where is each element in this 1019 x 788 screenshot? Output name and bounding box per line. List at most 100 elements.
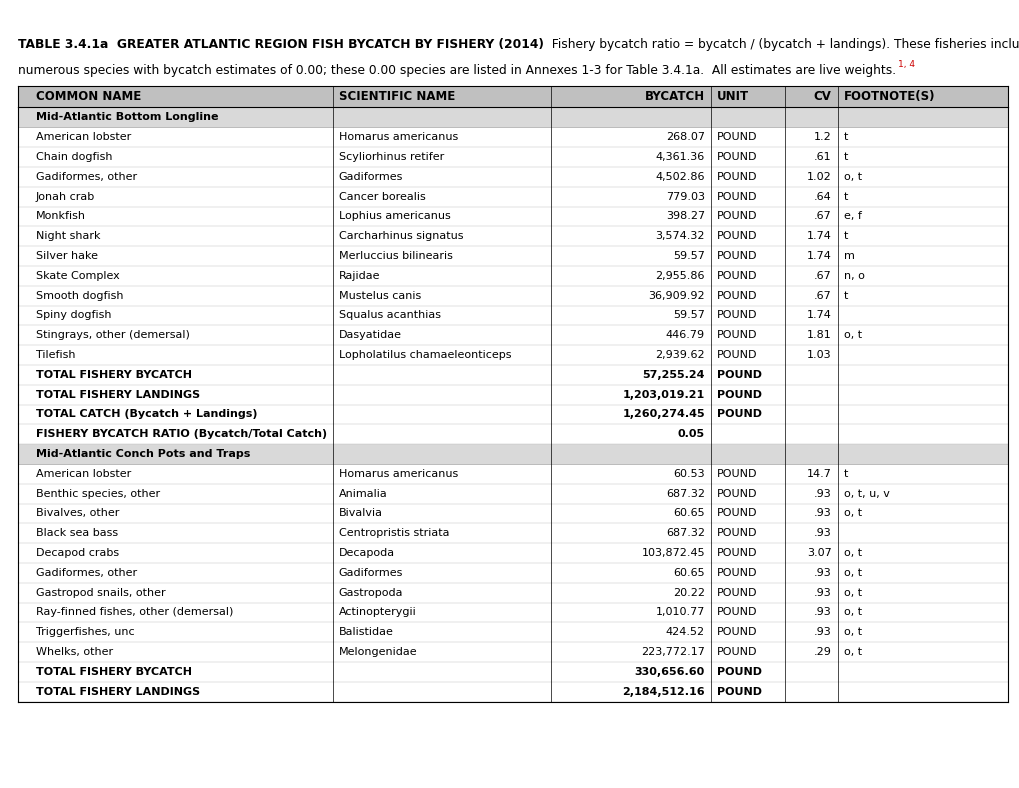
Text: Homarus americanus: Homarus americanus <box>338 469 458 479</box>
Text: Scyliorhinus retifer: Scyliorhinus retifer <box>338 152 443 162</box>
Text: 1.81: 1.81 <box>806 330 830 340</box>
Text: Whelks, other: Whelks, other <box>36 647 113 657</box>
Text: POUND: POUND <box>716 686 761 697</box>
Text: 446.79: 446.79 <box>665 330 704 340</box>
Text: 0.05: 0.05 <box>678 429 704 439</box>
Bar <box>18 345 1007 365</box>
Bar <box>18 147 1007 167</box>
Text: 20.22: 20.22 <box>673 588 704 597</box>
Text: 687.32: 687.32 <box>665 489 704 499</box>
Text: n, o: n, o <box>843 271 864 281</box>
Bar <box>18 246 1007 266</box>
Text: .93: .93 <box>813 588 830 597</box>
Text: 57,255.24: 57,255.24 <box>642 370 704 380</box>
Text: Mustelus canis: Mustelus canis <box>338 291 421 300</box>
Text: Squalus acanthias: Squalus acanthias <box>338 310 440 321</box>
Text: Dasyatidae: Dasyatidae <box>338 330 401 340</box>
Text: POUND: POUND <box>716 410 761 419</box>
Text: Silver hake: Silver hake <box>36 251 98 261</box>
Text: Stingrays, other (demersal): Stingrays, other (demersal) <box>36 330 190 340</box>
Text: 687.32: 687.32 <box>665 528 704 538</box>
Text: Monkfish: Monkfish <box>36 211 86 221</box>
Text: POUND: POUND <box>716 389 761 400</box>
Text: .93: .93 <box>813 608 830 618</box>
Bar <box>18 206 1007 226</box>
Text: FOOTNOTE(S): FOOTNOTE(S) <box>843 91 934 103</box>
Text: 1.74: 1.74 <box>806 231 830 241</box>
Text: Lopholatilus chamaeleonticeps: Lopholatilus chamaeleonticeps <box>338 350 511 360</box>
Bar <box>18 86 1007 107</box>
Text: Gadiformes, other: Gadiformes, other <box>36 172 137 182</box>
Text: POUND: POUND <box>716 568 757 578</box>
Text: t: t <box>843 291 847 300</box>
Text: COMMON NAME: COMMON NAME <box>36 91 141 103</box>
Text: 1.74: 1.74 <box>806 310 830 321</box>
Text: POUND: POUND <box>716 152 757 162</box>
Bar <box>18 484 1007 504</box>
Text: POUND: POUND <box>716 172 757 182</box>
Bar <box>18 444 1007 464</box>
Text: 2,939.62: 2,939.62 <box>655 350 704 360</box>
Text: o, t: o, t <box>843 588 861 597</box>
Text: Fishery bycatch ratio = bycatch / (bycatch + landings). These fisheries include: Fishery bycatch ratio = bycatch / (bycat… <box>543 38 1019 51</box>
Bar <box>18 128 1007 147</box>
Bar <box>18 365 1007 385</box>
Text: Jonah crab: Jonah crab <box>36 191 95 202</box>
Text: Decapod crabs: Decapod crabs <box>36 548 119 558</box>
Text: SCIENTIFIC NAME: SCIENTIFIC NAME <box>338 91 454 103</box>
Bar <box>18 226 1007 246</box>
Text: Tilefish: Tilefish <box>36 350 75 360</box>
Bar <box>18 464 1007 484</box>
Text: 268.07: 268.07 <box>665 132 704 142</box>
Text: Melongenidae: Melongenidae <box>338 647 417 657</box>
Text: POUND: POUND <box>716 132 757 142</box>
Text: Gastropod snails, other: Gastropod snails, other <box>36 588 165 597</box>
Text: Merluccius bilinearis: Merluccius bilinearis <box>338 251 452 261</box>
Text: 223,772.17: 223,772.17 <box>641 647 704 657</box>
Text: Carcharhinus signatus: Carcharhinus signatus <box>338 231 463 241</box>
Text: .67: .67 <box>813 271 830 281</box>
Text: e, f: e, f <box>843 211 861 221</box>
Text: POUND: POUND <box>716 350 757 360</box>
Text: POUND: POUND <box>716 291 757 300</box>
Text: Mid-Atlantic Conch Pots and Traps: Mid-Atlantic Conch Pots and Traps <box>36 449 250 459</box>
Text: 398.27: 398.27 <box>665 211 704 221</box>
Bar <box>18 563 1007 582</box>
Text: TOTAL FISHERY BYCATCH: TOTAL FISHERY BYCATCH <box>36 370 192 380</box>
Bar <box>18 424 1007 444</box>
Text: 59.57: 59.57 <box>673 310 704 321</box>
Text: CV: CV <box>813 91 830 103</box>
Text: Gadiformes: Gadiformes <box>338 172 403 182</box>
Text: t: t <box>843 132 847 142</box>
Text: .93: .93 <box>813 489 830 499</box>
Text: 103,872.45: 103,872.45 <box>641 548 704 558</box>
Text: .93: .93 <box>813 508 830 519</box>
Text: t: t <box>843 469 847 479</box>
Text: POUND: POUND <box>716 211 757 221</box>
Text: numerous species with bycatch estimates of 0.00; these 0.00 species are listed i: numerous species with bycatch estimates … <box>18 64 896 77</box>
Text: o, t, u, v: o, t, u, v <box>843 489 889 499</box>
Bar <box>18 623 1007 642</box>
Text: Gadiformes: Gadiformes <box>338 568 403 578</box>
Bar <box>18 306 1007 325</box>
Text: Centropristis striata: Centropristis striata <box>338 528 449 538</box>
Bar <box>18 167 1007 187</box>
Text: TOTAL FISHERY BYCATCH: TOTAL FISHERY BYCATCH <box>36 667 192 677</box>
Text: o, t: o, t <box>843 172 861 182</box>
Text: Bivalvia: Bivalvia <box>338 508 382 519</box>
Text: Actinopterygii: Actinopterygii <box>338 608 416 618</box>
Text: 1,203,019.21: 1,203,019.21 <box>623 389 704 400</box>
Bar <box>18 582 1007 603</box>
Text: 1.74: 1.74 <box>806 251 830 261</box>
Text: 1.03: 1.03 <box>806 350 830 360</box>
Text: 4,361.36: 4,361.36 <box>655 152 704 162</box>
Text: .61: .61 <box>813 152 830 162</box>
Text: t: t <box>843 231 847 241</box>
Text: Benthic species, other: Benthic species, other <box>36 489 160 499</box>
Text: m: m <box>843 251 854 261</box>
Text: o, t: o, t <box>843 548 861 558</box>
Text: 1.02: 1.02 <box>806 172 830 182</box>
Bar <box>18 523 1007 543</box>
Text: POUND: POUND <box>716 667 761 677</box>
Text: TABLE 3.4.1a  GREATER ATLANTIC REGION FISH BYCATCH BY FISHERY (2014): TABLE 3.4.1a GREATER ATLANTIC REGION FIS… <box>18 38 543 51</box>
